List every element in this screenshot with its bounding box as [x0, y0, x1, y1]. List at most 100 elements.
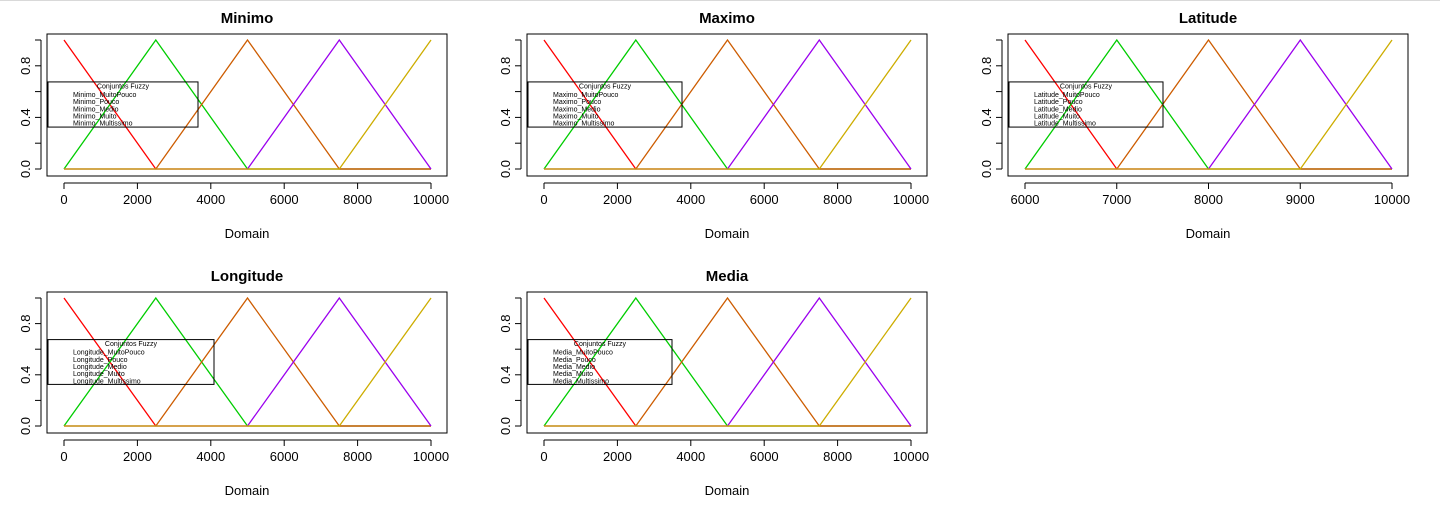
legend-entry: Minimo_Medio [73, 106, 119, 113]
legend-entry: Maximo_MuitoPouco [553, 92, 618, 99]
legend-entry: Minimo_Multissimo [73, 121, 133, 128]
y-tick-label: 0.0 [979, 160, 994, 178]
plot-frame [1007, 33, 1409, 177]
y-tick-label: 0.8 [18, 315, 33, 333]
y-tick-label: 0.8 [498, 57, 513, 75]
legend-box [47, 81, 199, 128]
chart-title: Media [706, 268, 749, 285]
x-tick-label: 9000 [1286, 192, 1315, 207]
series-line-5 [544, 39, 912, 170]
legend-entry: Media_Pouco [553, 357, 596, 364]
legend-entry: Media_MuitoPouco [553, 350, 613, 357]
x-tick-label: 4000 [196, 449, 225, 464]
x-tick-label: 10000 [1374, 192, 1410, 207]
x-tick-label: 8000 [343, 192, 372, 207]
y-tick-label: 0.8 [18, 57, 33, 75]
x-tick-label: 4000 [676, 449, 705, 464]
legend-entry: Media_Medio [553, 364, 595, 371]
chart-title: Latitude [1179, 10, 1237, 27]
series-line-2 [543, 296, 911, 427]
legend-entry: Media_Multissimo [553, 378, 609, 385]
y-tick-label: 0.4 [18, 366, 33, 384]
legend-entry: Longitude_Muito [73, 371, 125, 378]
legend-title: Conjuntos Fuzzy [574, 341, 627, 348]
y-tick-label: 0.4 [498, 366, 513, 384]
series-line-5 [64, 39, 432, 170]
x-tick-label: 0 [60, 449, 67, 464]
x-tick-label: 10000 [413, 192, 449, 207]
x-tick-label: 0 [60, 192, 67, 207]
x-tick-label: 6000 [270, 192, 299, 207]
x-tick-label: 10000 [893, 449, 929, 464]
plot-frame [526, 33, 928, 177]
x-tick-label: 8000 [823, 192, 852, 207]
legend-entry: Latitude_Pouco [1034, 99, 1083, 106]
legend-entry: Maximo_Muito [553, 114, 599, 121]
y-tick-label: 0.0 [18, 160, 33, 178]
chart-panel-longitude: Longitude Conjuntos Fuzzy Longitude_MuitoP… [18, 268, 449, 498]
plot-frame [46, 33, 448, 177]
legend-entry: Latitude_Medio [1034, 106, 1082, 113]
legend-entry: Maximo_Pouco [553, 99, 601, 106]
legend-box [527, 81, 683, 128]
x-tick-label: 6000 [750, 192, 779, 207]
series-line-1 [543, 297, 911, 427]
legend-entry: Longitude_MuitoPouco [73, 350, 145, 357]
legend-entry: Latitude_Multissimo [1034, 121, 1096, 128]
series-line-3 [544, 296, 911, 427]
chart-panel-latitude: Latitude Conjuntos Fuzzy Latitude_MuitoPou… [979, 10, 1410, 241]
series-line-4 [544, 296, 912, 427]
legend-entry: Minimo_Pouco [73, 99, 119, 106]
series-line-5 [1025, 39, 1393, 170]
y-tick-label: 0.0 [18, 417, 33, 435]
x-axis-label: Domain [1186, 226, 1231, 241]
x-axis-label: Domain [705, 483, 750, 498]
y-tick-label: 0.4 [18, 108, 33, 126]
legend-title: Conjuntos Fuzzy [105, 341, 158, 348]
legend-box [1008, 81, 1164, 128]
legend-entry: Latitude_Muito [1034, 114, 1080, 121]
y-tick-label: 0.0 [498, 160, 513, 178]
series-line-5 [544, 297, 912, 427]
x-tick-label: 8000 [823, 449, 852, 464]
x-tick-label: 8000 [343, 449, 372, 464]
x-tick-label: 10000 [413, 449, 449, 464]
legend-entry: Minimo_MuitoPouco [73, 92, 137, 99]
x-tick-label: 2000 [603, 192, 632, 207]
y-tick-label: 0.4 [979, 108, 994, 126]
legend-entry: Minimo_Muito [73, 114, 117, 121]
y-tick-label: 0.0 [498, 417, 513, 435]
x-tick-label: 6000 [270, 449, 299, 464]
x-tick-label: 6000 [1011, 192, 1040, 207]
plot-frame [46, 291, 448, 434]
x-tick-label: 0 [540, 192, 547, 207]
legend-entry: Latitude_MuitoPouco [1034, 92, 1100, 99]
plot-frame [526, 291, 928, 434]
chart-title: Maximo [699, 10, 755, 27]
legend-title: Conjuntos Fuzzy [1060, 83, 1113, 90]
legend-entry: Longitude_Pouco [73, 357, 128, 364]
legend-title: Conjuntos Fuzzy [579, 83, 632, 90]
x-tick-label: 4000 [676, 192, 705, 207]
x-tick-label: 2000 [123, 192, 152, 207]
x-tick-label: 10000 [893, 192, 929, 207]
x-tick-label: 2000 [123, 449, 152, 464]
x-tick-label: 7000 [1102, 192, 1131, 207]
legend-entry: Longitude_Multissimo [73, 378, 141, 385]
y-tick-label: 0.4 [498, 108, 513, 126]
legend-entry: Longitude_Medio [73, 364, 127, 371]
x-axis-label: Domain [705, 226, 750, 241]
legend-entry: Maximo_Multissimo [553, 121, 615, 128]
x-axis-label: Domain [225, 483, 270, 498]
x-tick-label: 6000 [750, 449, 779, 464]
x-tick-label: 0 [540, 449, 547, 464]
x-axis-label: Domain [225, 226, 270, 241]
legend-entry: Media_Muito [553, 371, 593, 378]
y-tick-label: 0.8 [498, 315, 513, 333]
window-top-border [0, 0, 1440, 1]
y-tick-label: 0.8 [979, 57, 994, 75]
